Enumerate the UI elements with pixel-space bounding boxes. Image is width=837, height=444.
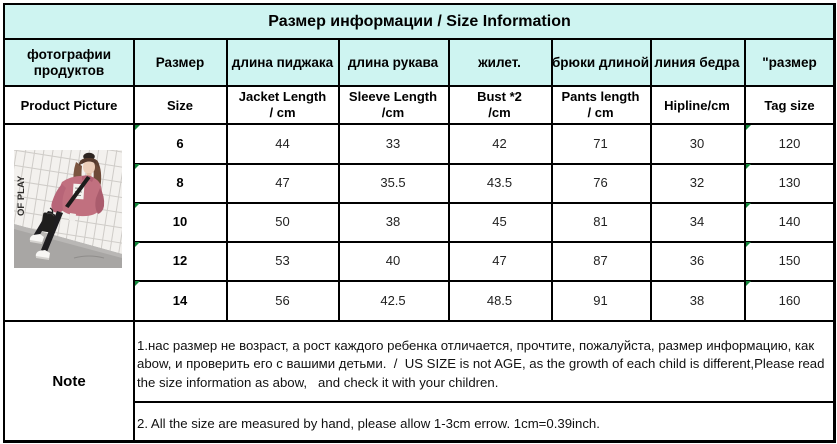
svg-text:OF PLAY: OF PLAY (16, 175, 27, 216)
